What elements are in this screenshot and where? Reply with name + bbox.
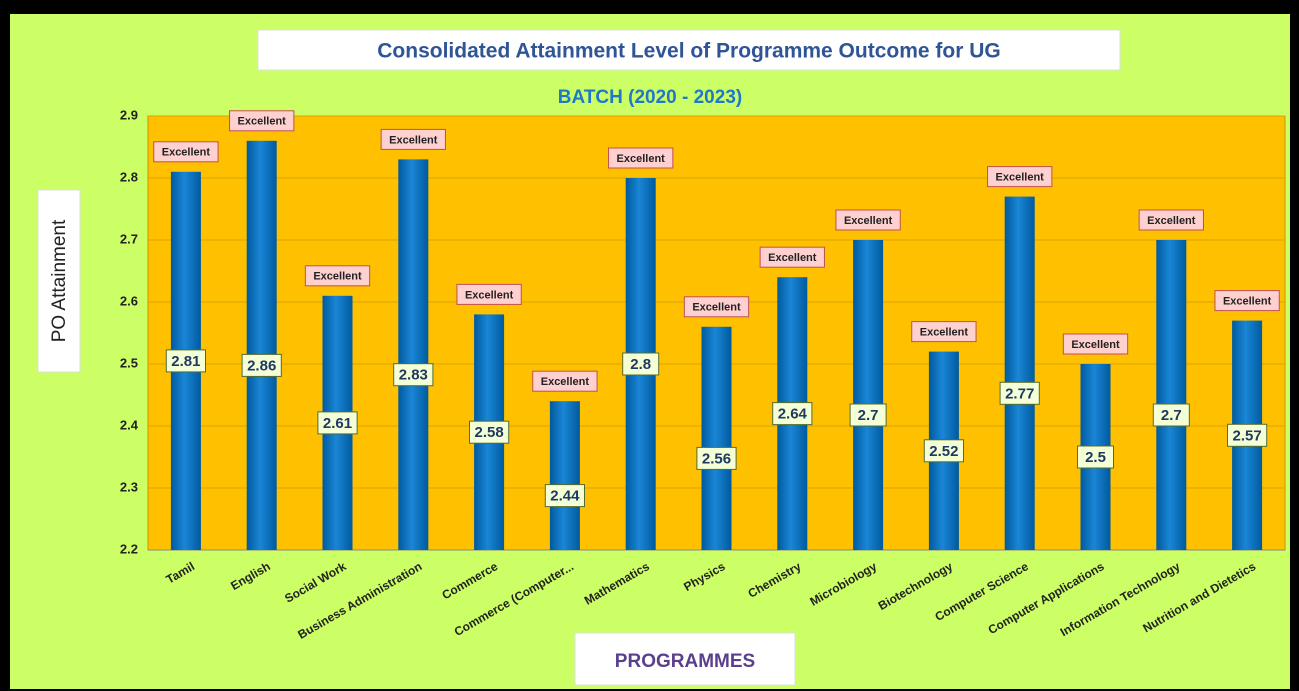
data-label-box <box>393 363 434 387</box>
annotation: Excellent <box>389 134 438 146</box>
bar <box>1156 240 1187 550</box>
annotation: Excellent <box>162 147 211 159</box>
annotation-box <box>153 141 219 163</box>
y-tick-label: 2.7 <box>120 231 138 246</box>
data-label-box <box>468 420 510 444</box>
bar <box>246 140 277 551</box>
data-label-box <box>241 353 282 377</box>
data-label-box <box>165 349 207 373</box>
annotation-box <box>987 166 1053 188</box>
data-label: 2.83 <box>399 367 428 384</box>
bar <box>549 401 580 550</box>
data-label-box <box>999 381 1040 405</box>
annotation: Excellent <box>465 289 514 301</box>
annotation: Excellent <box>692 302 741 314</box>
data-label: 2.52 <box>929 443 958 460</box>
data-label: 2.64 <box>778 406 808 423</box>
data-label: 2.77 <box>1005 385 1034 402</box>
x-label-box <box>574 632 796 686</box>
annotation-box <box>456 283 522 305</box>
annotation-box <box>380 128 446 150</box>
annotation-box <box>1062 333 1129 355</box>
annotation-box <box>532 370 598 392</box>
chart-subtitle: BATCH (2020 - 2023) <box>558 87 742 108</box>
annotation: Excellent <box>541 376 590 388</box>
annotation-box <box>911 321 977 343</box>
data-label: 2.8 <box>630 356 651 373</box>
data-label-box <box>622 352 660 376</box>
data-label: 2.5 <box>1085 449 1106 466</box>
annotation: Excellent <box>1147 215 1196 227</box>
title-box <box>257 29 1121 71</box>
y-label-box <box>37 189 81 373</box>
data-label-box <box>1077 445 1114 469</box>
annotation-box <box>683 296 750 318</box>
data-label-box <box>923 439 965 463</box>
y-tick-label: 2.4 <box>120 417 139 432</box>
y-tick-label: 2.6 <box>120 293 138 308</box>
annotation: Excellent <box>617 153 666 165</box>
chart-title: Consolidated Attainment Level of Program… <box>377 40 1000 63</box>
bar <box>853 240 884 550</box>
annotation-box <box>1138 209 1204 231</box>
annotation-box <box>304 265 371 287</box>
annotation-box <box>759 246 825 268</box>
bar <box>398 159 429 550</box>
data-label: 2.57 <box>1232 427 1261 444</box>
data-label-box <box>544 484 586 508</box>
annotation-box <box>835 209 901 231</box>
data-label: 2.44 <box>550 488 580 505</box>
annotation: Excellent <box>1071 339 1120 351</box>
data-label-box <box>1152 403 1190 427</box>
annotation-box <box>608 147 674 169</box>
data-label: 2.58 <box>474 424 503 441</box>
data-label: 2.56 <box>702 450 731 467</box>
annotation-box <box>229 110 295 132</box>
data-label-box <box>1226 423 1268 447</box>
annotation: Excellent <box>920 327 969 339</box>
y-tick-label: 2.9 <box>120 107 138 122</box>
y-tick-label: 2.8 <box>120 169 138 184</box>
data-label-box <box>696 446 737 470</box>
data-label: 2.81 <box>171 353 200 370</box>
annotation: Excellent <box>238 116 287 128</box>
data-label: 2.7 <box>858 407 879 424</box>
bar <box>701 326 732 550</box>
data-label: 2.7 <box>1161 407 1182 424</box>
annotation: Excellent <box>844 215 893 227</box>
data-label-box <box>772 402 813 426</box>
data-label-box <box>317 411 358 435</box>
annotation: Excellent <box>768 252 817 264</box>
y-tick-label: 2.5 <box>120 355 138 370</box>
data-label: 2.86 <box>247 357 276 374</box>
bar <box>1004 196 1035 550</box>
y-axis-label: PO Attainment <box>49 219 70 342</box>
annotation-box <box>1214 290 1280 312</box>
data-label: 2.61 <box>323 415 352 432</box>
y-tick-label: 2.3 <box>120 479 138 494</box>
annotation: Excellent <box>313 271 362 283</box>
data-label-box <box>849 403 887 427</box>
annotation: Excellent <box>996 172 1045 184</box>
x-axis-label: PROGRAMMES <box>615 651 755 672</box>
annotation: Excellent <box>1223 296 1272 308</box>
y-tick-label: 2.2 <box>120 541 138 556</box>
